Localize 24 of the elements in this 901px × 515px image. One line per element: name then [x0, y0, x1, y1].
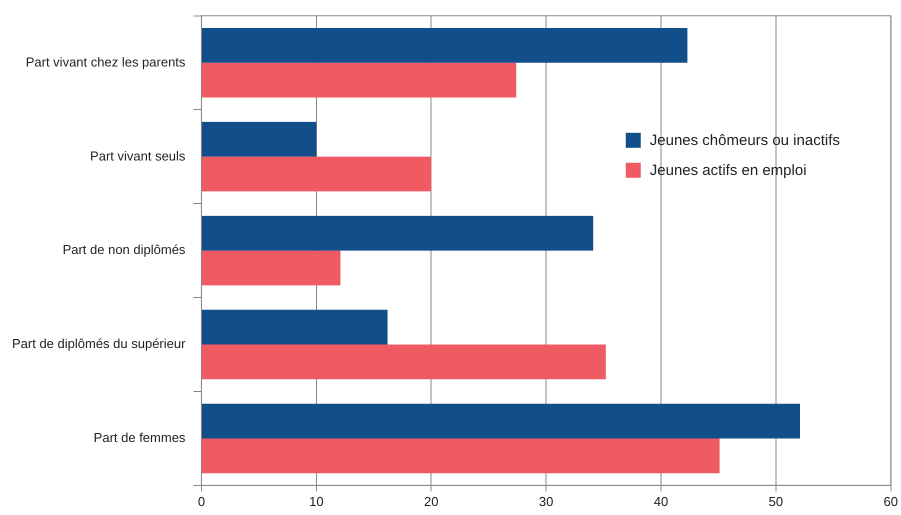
x-tick-label: 10	[309, 494, 324, 509]
bar	[202, 438, 720, 474]
x-tick-label: 0	[198, 494, 206, 509]
bar	[202, 310, 388, 345]
bar	[202, 122, 316, 157]
bar	[202, 344, 606, 380]
legend-label: Jeunes chômeurs ou inactifs	[650, 132, 840, 149]
bar	[202, 156, 432, 192]
bar	[202, 250, 340, 286]
x-tick-label: 60	[884, 494, 898, 509]
bar	[202, 62, 516, 98]
x-tick-label: 30	[538, 494, 554, 509]
x-tick-label: 40	[654, 494, 668, 509]
y-tick-label: Part vivant chez les parents	[26, 54, 186, 70]
x-tick-label: 50	[768, 494, 784, 509]
y-tick-label: Part de non diplômés	[62, 242, 186, 258]
x-tick-label: 20	[424, 494, 438, 509]
bar	[202, 28, 688, 63]
legend-label: Jeunes actifs en emploi	[650, 162, 807, 179]
bar	[202, 216, 594, 251]
y-tick-label: Part vivant seuls	[90, 148, 186, 164]
y-tick-label: Part de diplômés du supérieur	[12, 336, 186, 352]
bar	[202, 404, 800, 438]
y-tick-label: Part de femmes	[94, 430, 186, 446]
